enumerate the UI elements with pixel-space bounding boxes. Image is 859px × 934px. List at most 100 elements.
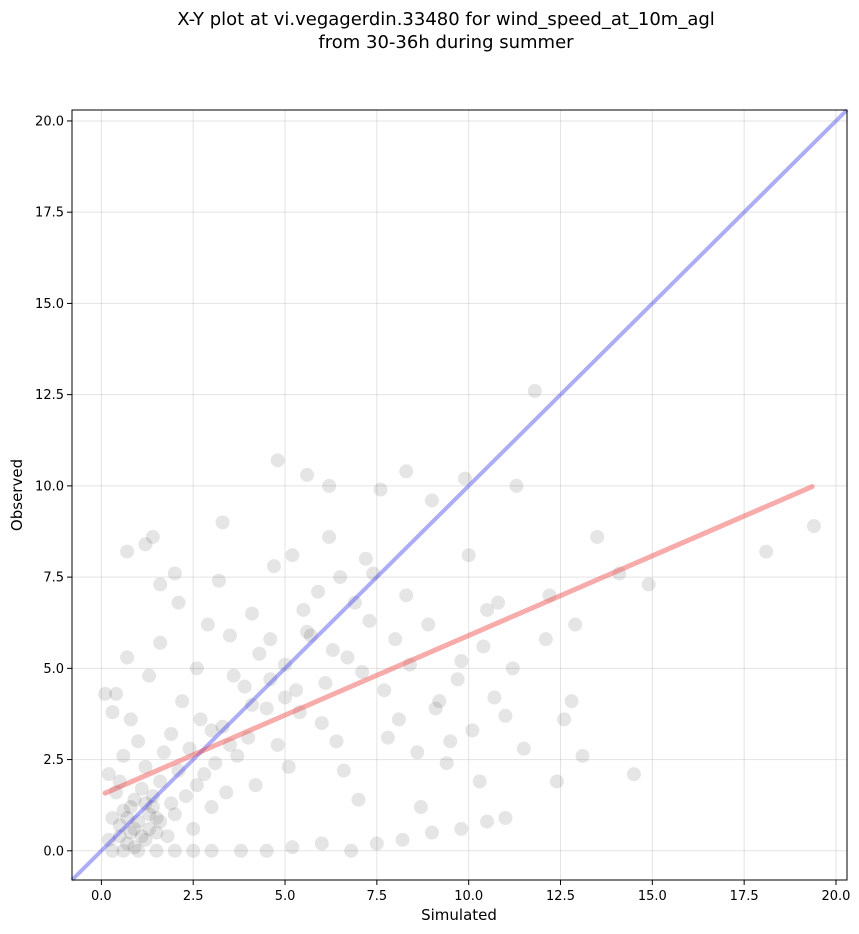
data-point — [120, 836, 135, 851]
data-point — [311, 584, 326, 599]
data-point — [116, 843, 131, 858]
data-point — [377, 683, 392, 698]
data-point — [145, 789, 160, 804]
data-point — [281, 759, 296, 774]
data-point — [153, 774, 168, 789]
data-point — [189, 661, 204, 676]
data-point — [101, 767, 116, 782]
data-point — [186, 843, 201, 858]
x-axis-label: Simulated — [421, 906, 497, 924]
data-point — [325, 643, 340, 658]
data-point — [112, 774, 127, 789]
data-point — [215, 719, 230, 734]
data-point — [292, 705, 307, 720]
y-tick-label: 7.5 — [43, 571, 64, 586]
data-point — [120, 544, 135, 559]
data-point — [296, 602, 311, 617]
data-point — [204, 843, 219, 858]
data-point — [193, 712, 208, 727]
data-point — [112, 818, 127, 833]
data-point — [557, 712, 572, 727]
data-point — [450, 672, 465, 687]
y-tick-label: 20.0 — [35, 114, 64, 129]
data-point — [222, 628, 237, 643]
y-tick-label: 15.0 — [35, 297, 64, 312]
data-point — [270, 453, 285, 468]
data-point — [590, 529, 605, 544]
data-point — [480, 602, 495, 617]
data-point — [380, 730, 395, 745]
data-point — [138, 796, 153, 811]
data-point — [476, 639, 491, 654]
y-tick-label: 12.5 — [35, 388, 64, 403]
data-point — [167, 566, 182, 581]
data-point — [333, 570, 348, 585]
data-point — [424, 493, 439, 508]
data-point — [355, 664, 370, 679]
regression-line — [102, 484, 815, 796]
data-point — [344, 843, 359, 858]
data-point — [568, 617, 583, 632]
data-point — [226, 668, 241, 683]
data-point — [369, 836, 384, 851]
x-tick-label: 2.5 — [183, 889, 204, 904]
data-point — [575, 748, 590, 763]
chart-title-line1: X-Y plot at vi.vegagerdin.33480 for wind… — [177, 9, 715, 30]
data-point — [153, 577, 168, 592]
data-point — [241, 730, 256, 745]
chart-title-line2: from 30-36h during summer — [318, 32, 574, 53]
data-point — [167, 843, 182, 858]
data-point — [542, 588, 557, 603]
data-point — [134, 781, 149, 796]
data-point — [322, 529, 337, 544]
data-point — [131, 734, 146, 749]
data-point — [289, 683, 304, 698]
data-point — [123, 712, 138, 727]
data-point — [329, 734, 344, 749]
data-point — [142, 807, 157, 822]
data-point — [112, 829, 127, 844]
data-point — [300, 624, 315, 639]
axis-ticks: 0.0 2.5 5.0 7.5 10.0 12.5 15.0 17.5 20.0 0.0 2.5 5.… — [35, 114, 850, 904]
data-point — [259, 701, 274, 716]
data-point — [120, 810, 135, 825]
data-point — [285, 548, 300, 563]
data-point — [424, 825, 439, 840]
x-tick-label: 5.0 — [275, 889, 296, 904]
reference-lines — [70, 108, 849, 882]
data-point — [138, 537, 153, 552]
data-point — [171, 595, 186, 610]
data-point — [487, 690, 502, 705]
data-point — [491, 595, 506, 610]
data-point — [322, 478, 337, 493]
data-point — [164, 796, 179, 811]
data-point — [145, 529, 160, 544]
data-point — [480, 814, 495, 829]
data-point — [101, 832, 116, 847]
data-point — [439, 756, 454, 771]
data-point — [303, 628, 318, 643]
data-point — [564, 694, 579, 709]
data-point — [421, 617, 436, 632]
data-point — [171, 763, 186, 778]
data-point — [248, 778, 263, 793]
data-point — [270, 737, 285, 752]
data-point — [402, 657, 417, 672]
data-point — [454, 821, 469, 836]
data-point — [142, 821, 157, 836]
data-point — [127, 821, 142, 836]
data-point — [278, 690, 293, 705]
y-tick-label: 0.0 — [43, 844, 64, 859]
data-point — [538, 632, 553, 647]
data-point — [142, 668, 157, 683]
scatter-points — [98, 383, 821, 858]
data-point — [806, 519, 821, 534]
data-point — [160, 829, 175, 844]
data-point — [498, 810, 513, 825]
data-point — [285, 840, 300, 855]
data-point — [244, 606, 259, 621]
data-point — [505, 661, 520, 676]
data-point — [399, 464, 414, 479]
data-point — [175, 694, 190, 709]
data-point — [116, 748, 131, 763]
